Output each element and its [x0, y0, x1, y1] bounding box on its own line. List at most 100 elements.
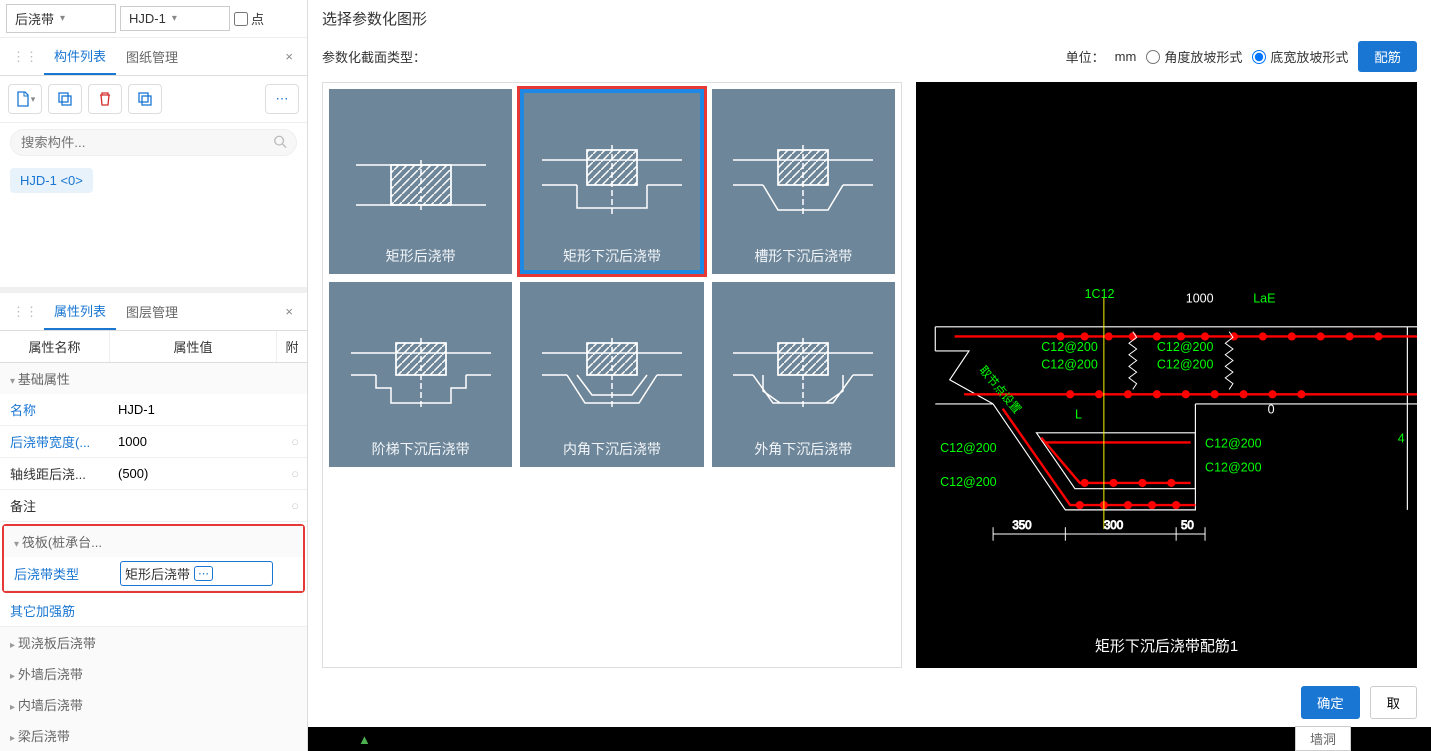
cast-type-value: 矩形后浇带	[125, 564, 190, 583]
prop-row-axis: 轴线距后浇... ○	[0, 458, 307, 490]
ellipsis-button[interactable]: ⋯	[194, 566, 213, 581]
copy-icon	[57, 91, 73, 107]
svg-text:350: 350	[1012, 520, 1031, 532]
cast-type-combo[interactable]: 矩形后浇带 ⋯	[120, 561, 273, 586]
header-value: 属性值	[110, 331, 277, 362]
shape-label: 阶梯下沉后浇带	[372, 439, 470, 459]
attach-icon[interactable]: ○	[283, 466, 307, 481]
svg-text:C12@200: C12@200	[1041, 340, 1098, 354]
tab-property-list[interactable]: 属性列表	[44, 293, 116, 330]
more-icon: ⋯	[276, 91, 289, 107]
shape-card-step-sunk[interactable]: 阶梯下沉后浇带	[329, 282, 512, 467]
tab-component-list[interactable]: 构件列表	[44, 38, 116, 75]
component-item[interactable]: HJD-1 <0>	[10, 168, 93, 193]
layers-icon	[137, 91, 153, 107]
search-input[interactable]	[10, 129, 297, 156]
code-select[interactable]: HJD-1 ▾	[120, 6, 230, 31]
config-rebar-button[interactable]: 配筋	[1358, 41, 1417, 72]
radio-label: 底宽放坡形式	[1270, 47, 1348, 66]
radio-width-slope[interactable]: 底宽放坡形式	[1252, 47, 1348, 66]
svg-text:C12@200: C12@200	[1157, 357, 1214, 371]
svg-text:C12@200: C12@200	[1205, 460, 1262, 474]
shape-card-trough-sunk[interactable]: 槽形下沉后浇带	[712, 89, 895, 274]
tab-layer-manage[interactable]: 图层管理	[116, 294, 188, 329]
close-icon[interactable]: ×	[277, 45, 301, 68]
prop-row-remark: 备注 ○	[0, 490, 307, 522]
layers-button[interactable]	[128, 84, 162, 114]
property-tabs: ⋮⋮ 属性列表 图层管理 ×	[0, 293, 307, 331]
shape-card-rect-sunk[interactable]: 矩形下沉后浇带	[520, 89, 703, 274]
shape-grid: 矩形后浇带 矩形下沉后浇带 槽形下沉后浇带 阶梯下沉后浇带	[322, 82, 902, 668]
copy-button[interactable]	[48, 84, 82, 114]
prop-row-name: 名称	[0, 394, 307, 426]
prop-value-name[interactable]	[116, 399, 277, 420]
shape-card-outer-sunk[interactable]: 外角下沉后浇带	[712, 282, 895, 467]
prop-label: 后浇带类型	[4, 558, 114, 589]
shape-card-rect[interactable]: 矩形后浇带	[329, 89, 512, 274]
drag-handle-icon[interactable]: ⋮⋮	[6, 300, 44, 324]
header-att: 附	[277, 331, 307, 362]
prop-value-axis[interactable]	[116, 463, 277, 484]
group-raft[interactable]: 筏板(桩承台...	[4, 526, 303, 557]
shape-label: 内角下沉后浇带	[563, 439, 661, 459]
preview-canvas[interactable]: 1C12 1000 LaE C12@200 C12@200 C12@200 C1…	[916, 82, 1417, 668]
attach-icon[interactable]: ○	[283, 498, 307, 513]
search-icon	[273, 134, 287, 151]
trash-icon	[97, 91, 113, 107]
drag-handle-icon[interactable]: ⋮⋮	[6, 45, 44, 69]
property-header: 属性名称 属性值 附	[0, 331, 307, 363]
shape-label: 矩形后浇带	[386, 246, 456, 266]
prop-value-width[interactable]	[116, 431, 277, 452]
type-select[interactable]: 后浇带 ▾	[6, 4, 116, 33]
point-checkbox-input[interactable]	[234, 12, 248, 26]
marker-icon: ▲	[358, 732, 371, 747]
left-panel: 后浇带 ▾ HJD-1 ▾ 点 ⋮⋮ 构件列表 图纸管理 × ▾	[0, 0, 308, 751]
attach-icon[interactable]: ○	[283, 434, 307, 449]
shape-card-inner-sunk[interactable]: 内角下沉后浇带	[520, 282, 703, 467]
group-int-wall[interactable]: 内墙后浇带	[0, 689, 307, 720]
svg-text:C12@200: C12@200	[1205, 436, 1262, 450]
point-checkbox[interactable]: 点	[234, 9, 264, 28]
radio-angle-slope[interactable]: 角度放坡形式	[1146, 47, 1242, 66]
delete-button[interactable]	[88, 84, 122, 114]
code-select-value: HJD-1	[129, 11, 166, 26]
cancel-button[interactable]: 取	[1370, 686, 1417, 719]
radio-input[interactable]	[1252, 50, 1266, 64]
shape-label: 槽形下沉后浇带	[754, 246, 852, 266]
radio-input[interactable]	[1146, 50, 1160, 64]
prop-row-extra: 其它加强筋	[0, 595, 307, 627]
group-beam[interactable]: 梁后浇带	[0, 720, 307, 751]
caret-icon: ▾	[60, 13, 65, 24]
dialog-title: 选择参数化图形	[308, 0, 1431, 37]
svg-text:C12@200: C12@200	[1157, 340, 1214, 354]
prop-row-width: 后浇带宽度(... ○	[0, 426, 307, 458]
dialog-body: 矩形后浇带 矩形下沉后浇带 槽形下沉后浇带 阶梯下沉后浇带	[308, 82, 1431, 678]
prop-value-remark[interactable]	[116, 495, 277, 516]
bottom-tab-wall-hole[interactable]: 墙洞	[1295, 726, 1351, 751]
group-slab[interactable]: 现浇板后浇带	[0, 627, 307, 658]
dialog-subheader: 参数化截面类型： 单位： mm 角度放坡形式 底宽放坡形式 配筋	[308, 37, 1431, 82]
close-icon[interactable]: ×	[277, 300, 301, 323]
more-button[interactable]: ⋯	[265, 84, 299, 114]
component-toolbar: ▾ ⋯	[0, 76, 307, 123]
prop-label: 名称	[0, 394, 110, 425]
prop-label: 轴线距后浇...	[0, 458, 110, 489]
prop-row-cast-type: 后浇带类型 矩形后浇带 ⋯	[4, 557, 303, 591]
component-tabs: ⋮⋮ 构件列表 图纸管理 ×	[0, 38, 307, 76]
group-basic[interactable]: 基础属性	[0, 363, 307, 394]
new-button[interactable]: ▾	[8, 84, 42, 114]
prop-value-extra[interactable]	[116, 600, 277, 621]
group-ext-wall[interactable]: 外墙后浇带	[0, 658, 307, 689]
svg-text:50: 50	[1181, 520, 1194, 532]
svg-text:4: 4	[1398, 431, 1405, 445]
caret-icon: ▾	[172, 13, 177, 24]
tab-drawing-manage[interactable]: 图纸管理	[116, 39, 188, 74]
preview-caption: 矩形下沉后浇带配筋1	[1095, 635, 1238, 656]
shape-label: 矩形下沉后浇带	[563, 246, 661, 266]
ok-button[interactable]: 确定	[1301, 686, 1360, 719]
svg-text:1C12: 1C12	[1085, 287, 1115, 301]
svg-text:C12@200: C12@200	[1041, 357, 1098, 371]
new-file-icon	[15, 91, 31, 107]
svg-text:1000: 1000	[1186, 292, 1214, 306]
point-checkbox-label: 点	[251, 9, 264, 28]
